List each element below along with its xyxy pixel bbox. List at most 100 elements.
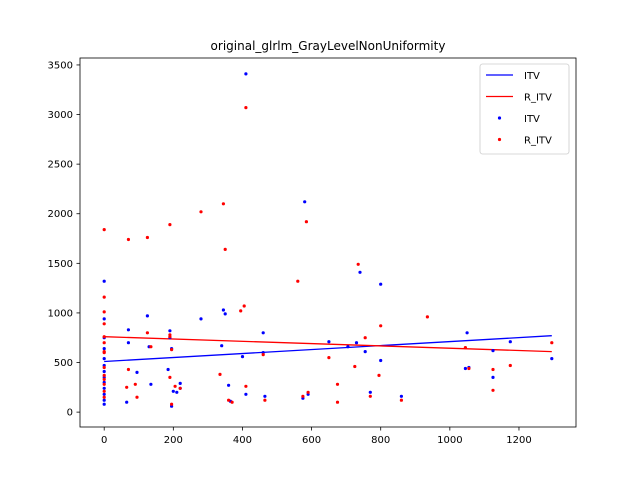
data-point-r-itv (356, 262, 360, 266)
data-point-r-itv (133, 382, 137, 386)
data-point-r-itv (261, 353, 265, 357)
data-point-itv (363, 350, 367, 354)
data-point-r-itv (463, 346, 467, 350)
data-point-itv (227, 383, 231, 387)
data-point-itv (126, 341, 130, 345)
data-point-r-itv (145, 235, 149, 240)
data-point-r-itv (102, 389, 106, 393)
data-point-r-itv (230, 400, 234, 404)
data-point-itv (102, 347, 106, 351)
data-point-itv (379, 358, 383, 363)
data-point-itv (261, 331, 265, 335)
data-point-r-itv (149, 345, 153, 349)
data-point-itv (244, 392, 248, 396)
x-tick-label: 1000 (437, 435, 462, 446)
data-point-r-itv (491, 367, 495, 372)
data-point-r-itv (102, 341, 106, 345)
data-point-itv (221, 308, 225, 312)
data-point-itv (491, 349, 495, 353)
y-tick-label: 2000 (48, 209, 73, 220)
data-point-r-itv (244, 384, 248, 388)
data-point-r-itv (335, 400, 340, 404)
trend-line-r-itv (104, 336, 552, 353)
y-tick-label: 0 (67, 408, 73, 419)
data-point-r-itv (353, 364, 357, 369)
data-point-itv (102, 357, 106, 361)
data-point-r-itv (368, 394, 372, 398)
x-tick-label: 800 (371, 435, 390, 446)
data-point-r-itv (168, 375, 172, 379)
legend-label-itv: ITV (524, 71, 540, 82)
legend-box (479, 63, 570, 155)
data-point-itv (175, 390, 179, 394)
plot-area (102, 72, 554, 408)
data-point-itv (244, 72, 248, 76)
trend-line-itv (104, 335, 552, 363)
data-point-itv (379, 282, 383, 286)
data-point-r-itv (178, 386, 182, 390)
legend-label-itv: ITV (524, 114, 540, 125)
data-point-r-itv (467, 366, 471, 371)
data-point-itv (399, 394, 403, 398)
data-point-r-itv (218, 372, 222, 376)
data-point-itv (171, 389, 175, 393)
data-point-itv (102, 369, 106, 374)
data-point-r-itv (102, 351, 106, 355)
data-point-itv (199, 317, 203, 321)
data-point-itv (125, 400, 129, 404)
data-point-itv (491, 375, 495, 379)
data-point-r-itv (491, 388, 495, 392)
data-point-itv (465, 331, 469, 335)
data-point-r-itv (379, 324, 383, 328)
data-point-itv (368, 390, 372, 394)
legend-label-r-itv: R_ITV (524, 136, 552, 147)
data-point-itv (102, 392, 106, 396)
data-point-r-itv (199, 210, 203, 214)
data-point-itv (346, 345, 350, 349)
data-point-r-itv (301, 394, 305, 398)
data-point-r-itv (102, 395, 106, 399)
data-point-r-itv (173, 384, 177, 388)
data-point-r-itv (170, 402, 174, 406)
data-point-r-itv (508, 363, 512, 368)
data-point-r-itv (327, 356, 331, 360)
data-point-itv (166, 367, 170, 372)
y-tick-label: 3500 (48, 60, 73, 71)
data-point-itv (223, 312, 227, 316)
data-point-r-itv (244, 106, 248, 110)
data-point-r-itv (102, 382, 106, 386)
data-point-r-itv (102, 377, 106, 381)
data-point-itv (303, 200, 307, 204)
legend: ITV R_ITV ITV R_ITV (479, 63, 570, 155)
data-point-r-itv (102, 373, 106, 377)
x-tick-label: 400 (233, 435, 252, 446)
x-tick-label: 600 (302, 435, 321, 446)
x-tick-label: 1200 (506, 435, 531, 446)
data-point-r-itv (304, 220, 308, 224)
data-point-r-itv (425, 315, 429, 319)
y-tick-label: 3000 (48, 110, 73, 121)
axes: 0 200 400 600 800 1000 1200 0 500 1000 1500 2000 250… (48, 57, 577, 446)
y-tick-label: 1500 (48, 259, 73, 270)
data-point-itv (220, 344, 224, 348)
data-point-r-itv (363, 336, 367, 340)
data-point-r-itv (102, 322, 106, 326)
data-point-r-itv (102, 335, 106, 339)
data-point-r-itv (145, 331, 149, 335)
data-point-r-itv (296, 279, 300, 283)
data-point-r-itv (306, 390, 310, 394)
legend-label-r-itv: R_ITV (524, 93, 552, 104)
data-point-r-itv (335, 382, 340, 386)
data-point-itv (102, 398, 106, 402)
data-point-itv (508, 340, 512, 344)
data-point-r-itv (168, 223, 172, 227)
data-point-itv (149, 382, 153, 386)
x-tick-label: 200 (164, 435, 183, 446)
x-tick-label: 0 (101, 435, 107, 446)
data-point-itv (102, 386, 106, 390)
data-point-itv (327, 340, 331, 344)
data-point-r-itv (239, 309, 243, 313)
data-point-itv (102, 317, 106, 321)
data-point-itv (358, 270, 362, 274)
